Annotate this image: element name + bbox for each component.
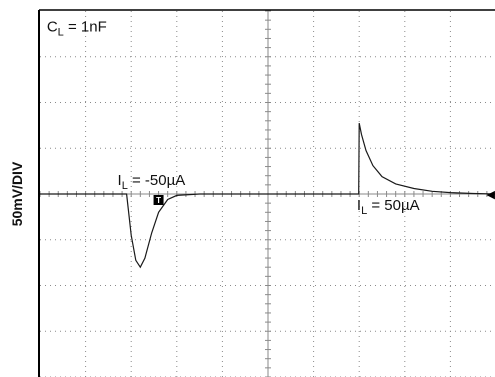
annotation-main: I [118,172,122,189]
annotation-subscript: L [361,205,367,217]
annotation-cap: CL = 1nF [47,19,107,39]
annotation-main: I [357,197,361,214]
annotation-rest: = 1nF [64,19,107,36]
ground-level-marker-icon: ◀ [487,188,495,201]
annotation-subscript: L [122,180,128,192]
waveform-trace [40,122,495,269]
annotation-pos: IL = 50µA [357,197,420,217]
annotation-main: C [47,19,58,36]
annotation-rest: = 50µA [367,197,419,214]
trigger-marker-box [153,195,164,205]
trigger-marker-label: T [156,196,161,205]
markers: T ◀ [153,188,495,205]
annotation-rest: = -50µA [128,172,185,189]
annotation-subscript: L [58,27,64,39]
annotation-neg: IL = -50µA [118,172,186,192]
trigger-marker: T [153,195,164,205]
y-axis-label: 50mV/DIV [9,161,25,226]
